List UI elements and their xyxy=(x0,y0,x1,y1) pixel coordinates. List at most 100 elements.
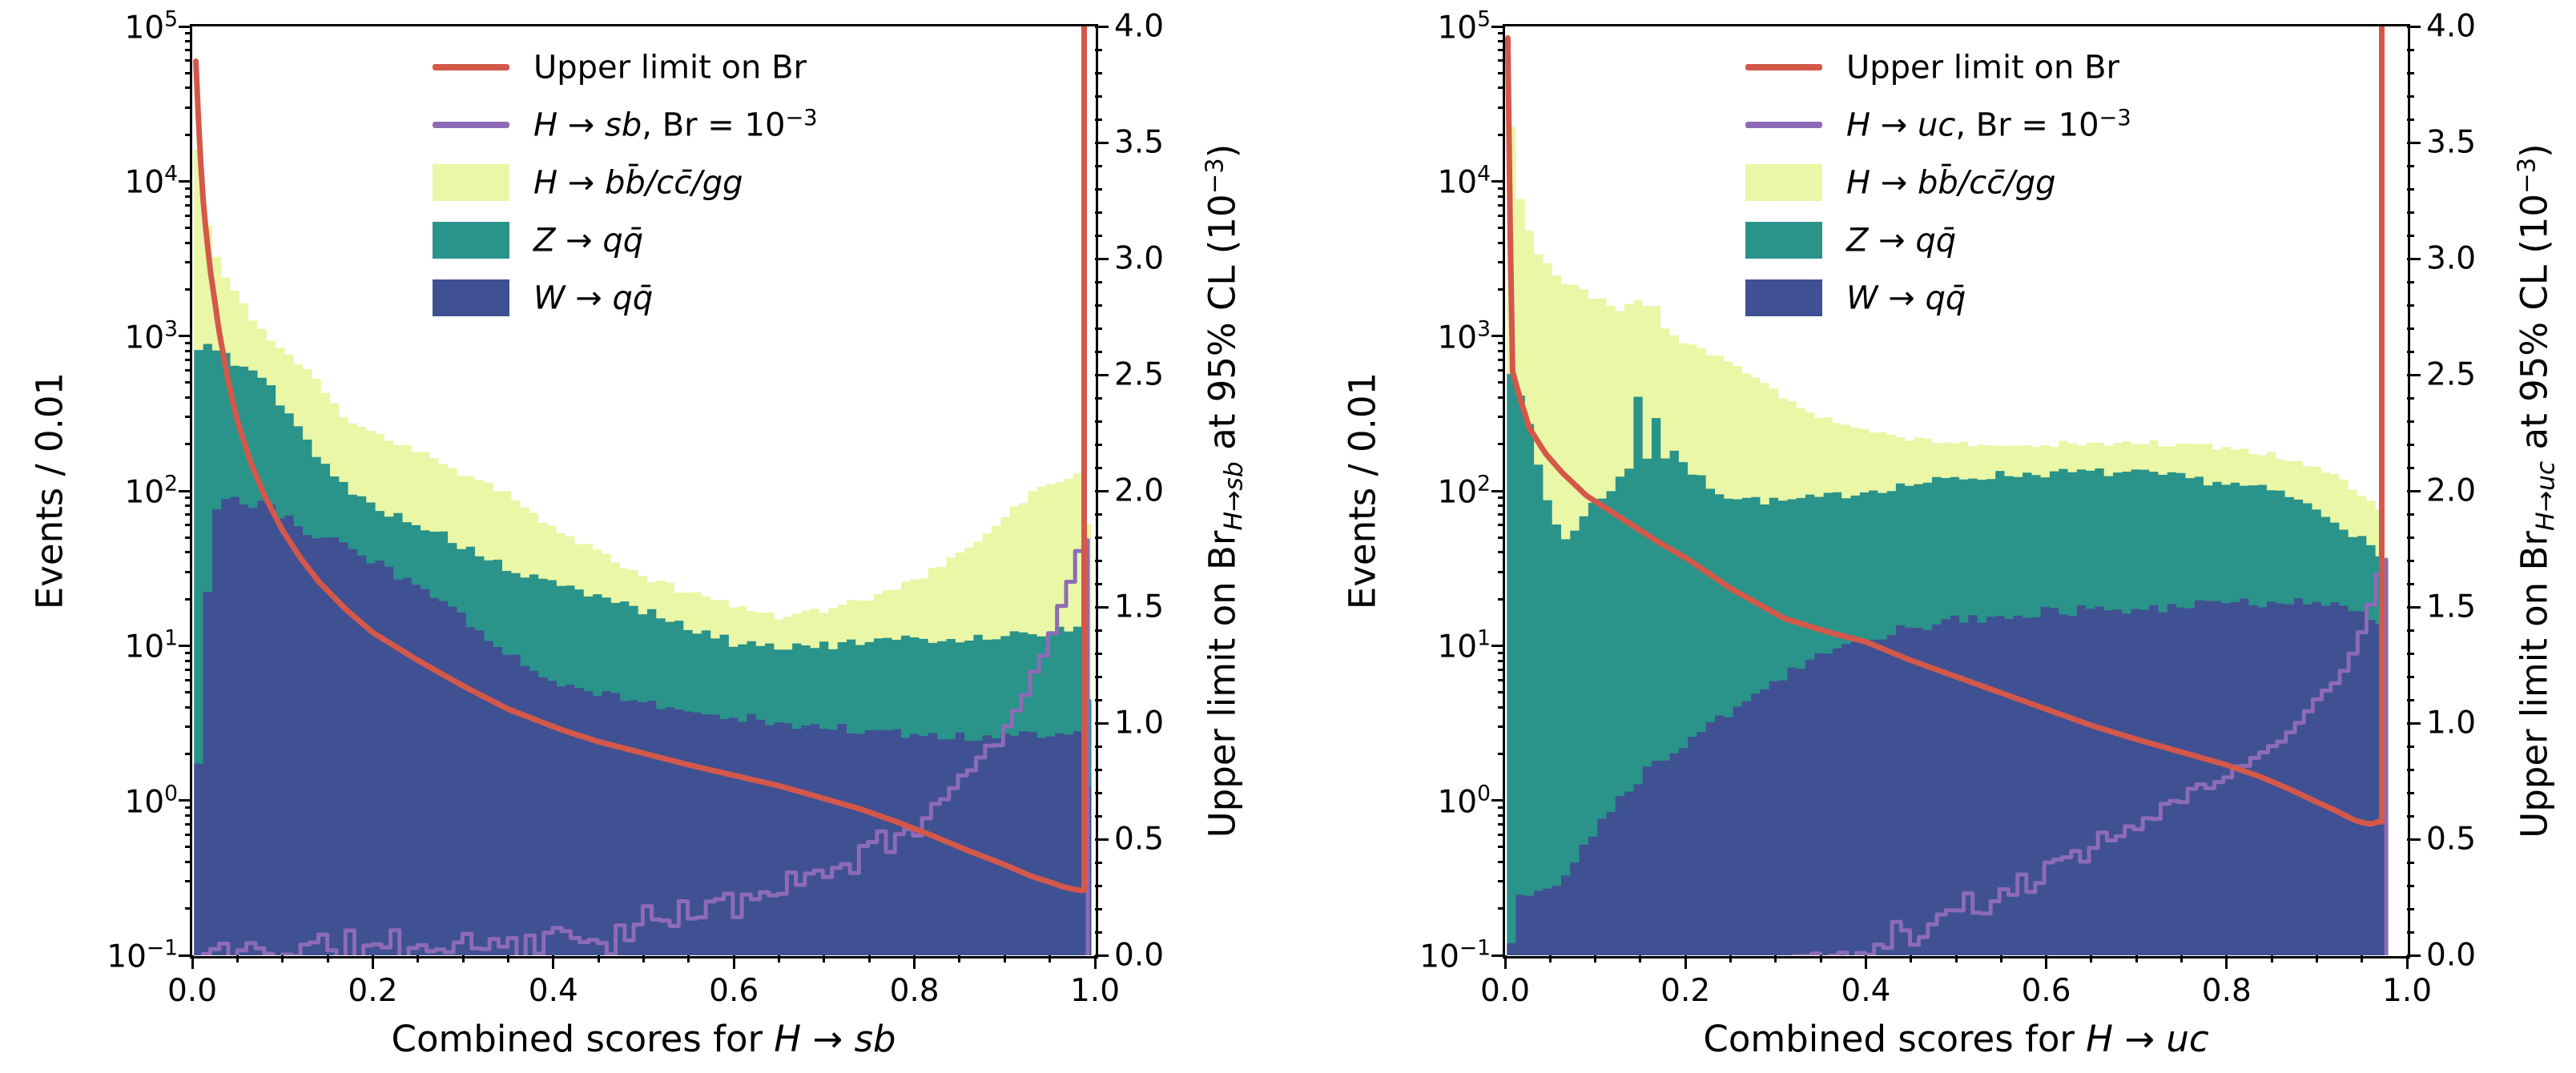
legend-item-signal: H → uc, Br = 10−3 xyxy=(1745,105,2131,145)
x-minor-tick xyxy=(1910,955,1913,962)
y-right-minor-tick xyxy=(1095,675,1102,678)
y-right-tick-label: 4.0 xyxy=(1114,8,1165,45)
y-left-minor-tick xyxy=(185,691,192,694)
x-major-tick xyxy=(1864,955,1867,969)
legend-label: Upper limit on Br xyxy=(1846,49,2119,86)
y-right-minor-tick xyxy=(2407,930,2414,934)
y-left-tick-label: 102 xyxy=(1437,471,1491,511)
y-right-minor-tick xyxy=(1095,861,1102,864)
y-left-minor-tick xyxy=(185,659,192,662)
y-right-minor-tick xyxy=(1095,420,1102,423)
ylabel-subscript: H→sb xyxy=(1219,461,1249,531)
y-right-tick-label: 2.0 xyxy=(2426,472,2477,509)
y-left-minor-tick xyxy=(1498,71,1505,74)
y-right-minor-tick xyxy=(1095,466,1102,469)
y-right-minor-tick xyxy=(1095,745,1102,748)
y-left-tick-label: 104 xyxy=(1437,162,1491,201)
y-left-minor-tick xyxy=(1498,496,1505,500)
y-right-minor-tick xyxy=(1095,280,1102,283)
y-left-minor-tick xyxy=(1498,342,1505,344)
x-minor-tick xyxy=(2270,955,2273,962)
legend-label: Z → qq̄ xyxy=(1846,222,1957,259)
y-right-major-tick xyxy=(2407,25,2421,28)
legend-label: Upper limit on Br xyxy=(533,49,807,86)
y-left-tick-label: 103 xyxy=(124,316,178,356)
y-left-minor-tick xyxy=(1498,536,1505,539)
y-right-minor-tick xyxy=(2407,187,2414,191)
y-right-major-tick xyxy=(2407,954,2421,957)
y-right-tick-label: 1.5 xyxy=(1114,589,1165,625)
y-right-major-tick xyxy=(1095,141,1109,144)
y-right-major-tick xyxy=(1095,721,1109,725)
y-left-minor-tick xyxy=(185,823,192,826)
y-left-minor-tick xyxy=(185,49,192,52)
x-tick-label: 0.4 xyxy=(528,973,578,1009)
x-major-tick xyxy=(2045,955,2048,969)
y-left-tick-label: 100 xyxy=(1437,781,1491,820)
y-right-minor-tick xyxy=(1095,907,1102,910)
legend-item-z-bkg: Z → qq̄ xyxy=(1745,220,2131,260)
x-major-tick xyxy=(1093,955,1097,969)
y-left-minor-tick xyxy=(1498,349,1505,352)
y-left-minor-tick xyxy=(1498,381,1505,384)
y-left-major-tick xyxy=(179,954,192,957)
y-left-major-tick xyxy=(179,644,192,647)
x-minor-tick xyxy=(958,955,961,962)
y-right-major-tick xyxy=(1095,489,1109,492)
y-left-minor-tick xyxy=(185,203,192,207)
y-left-minor-tick xyxy=(1498,823,1505,826)
x-major-tick xyxy=(1684,955,1687,969)
y-left-minor-tick xyxy=(1498,524,1505,527)
x-minor-tick xyxy=(778,955,781,962)
y-left-minor-tick xyxy=(185,71,192,74)
y-left-minor-tick xyxy=(1498,806,1505,809)
hsb-chart-canvas xyxy=(193,26,1092,955)
y-right-tick-label: 1.0 xyxy=(2426,705,2477,741)
y-right-major-tick xyxy=(2407,373,2421,376)
x-minor-tick xyxy=(326,955,329,962)
y-left-minor-tick xyxy=(185,752,192,755)
y-axis-label-right: Upper limit on BrH→sb at 95% CL (10−3) xyxy=(1201,143,1249,838)
x-minor-tick xyxy=(2180,955,2183,962)
x-minor-tick xyxy=(1049,955,1052,962)
y-right-minor-tick xyxy=(1095,512,1102,516)
y-left-minor-tick xyxy=(1498,260,1505,263)
y-right-minor-tick xyxy=(2407,164,2414,167)
y-right-tick-label: 2.5 xyxy=(2426,356,2477,393)
y-right-major-tick xyxy=(2407,838,2421,841)
y-right-minor-tick xyxy=(1095,443,1102,446)
chart-huc: Events / 0.01 Upper limit on BrH→uc at 9… xyxy=(1342,7,2561,1060)
y-left-tick-label: 102 xyxy=(124,471,178,511)
y-right-minor-tick xyxy=(1095,629,1102,632)
y-right-major-tick xyxy=(2407,257,2421,260)
y-left-minor-tick xyxy=(185,814,192,817)
x-minor-tick xyxy=(1639,955,1642,962)
y-left-minor-tick xyxy=(1498,203,1505,207)
y-left-minor-tick xyxy=(1498,597,1505,601)
y-right-tick-label: 2.5 xyxy=(1114,356,1165,393)
legend-item-z-bkg: Z → qq̄ xyxy=(433,220,818,260)
y-left-minor-tick xyxy=(1498,40,1505,43)
y-left-minor-tick xyxy=(1498,396,1505,400)
y-right-major-tick xyxy=(2407,489,2421,492)
y-right-tick-label: 2.0 xyxy=(1114,472,1165,509)
y-right-minor-tick xyxy=(2407,420,2414,423)
y-right-minor-tick xyxy=(2407,536,2414,539)
y-left-tick-label: 101 xyxy=(1437,626,1491,665)
y-left-minor-tick xyxy=(185,59,192,62)
y-right-minor-tick xyxy=(1095,350,1102,353)
upper-limit-line xyxy=(193,26,1087,894)
y-left-minor-tick xyxy=(1498,369,1505,372)
y-right-minor-tick xyxy=(1095,698,1102,701)
y-left-minor-tick xyxy=(1498,195,1505,198)
y-left-major-tick xyxy=(179,25,192,28)
y-left-minor-tick xyxy=(185,86,192,90)
x-minor-tick xyxy=(2090,955,2093,962)
y-left-minor-tick xyxy=(185,32,192,35)
y-left-major-tick xyxy=(1491,335,1505,338)
y-left-major-tick xyxy=(179,799,192,802)
y-left-minor-tick xyxy=(1498,49,1505,52)
x-minor-tick xyxy=(461,955,465,962)
chart-hsb: Events / 0.01 Upper limit on BrH→sb at 9… xyxy=(29,7,1249,1060)
y-right-major-tick xyxy=(1095,838,1109,841)
